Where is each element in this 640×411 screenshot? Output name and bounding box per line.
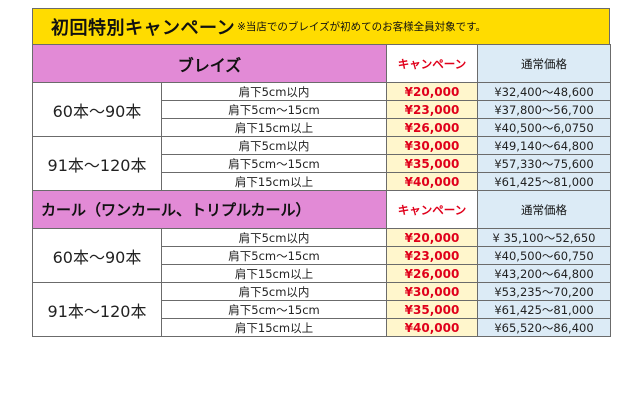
banner-title: 初回特別キャンペーン <box>51 17 236 39</box>
length-cell: 肩下15cm以上 <box>161 172 387 191</box>
section-name: カール（ワンカール、トリプルカール） <box>32 190 387 229</box>
campaign-column-header: キャンペーン <box>386 190 478 229</box>
campaign-price: ¥26,000 <box>386 264 478 283</box>
table-row: 肩下5cm〜15cm ¥23,000 ¥37,800〜56,700 <box>33 100 611 119</box>
campaign-price: ¥26,000 <box>386 118 478 137</box>
campaign-price: ¥23,000 <box>386 100 478 119</box>
regular-price: ¥53,235〜70,200 <box>477 282 611 301</box>
regular-price: ¥65,520〜86,400 <box>477 318 611 337</box>
regular-column-header: 通常価格 <box>477 190 611 229</box>
price-table: ブレイズ キャンペーン 通常価格 60本〜90本 肩下5cm以内 ¥20,000… <box>32 44 611 337</box>
table-row: 肩下15cm以上 ¥26,000 ¥43,200〜64,800 <box>33 264 611 283</box>
regular-price: ¥ 35,100〜52,650 <box>477 228 611 247</box>
regular-price: ¥57,330〜75,600 <box>477 154 611 173</box>
table-row: 肩下15cm以上 ¥40,000 ¥65,520〜86,400 <box>33 318 611 337</box>
table-row: 肩下5cm〜15cm ¥35,000 ¥61,425〜81,000 <box>33 300 611 319</box>
campaign-price: ¥20,000 <box>386 82 478 101</box>
section-header-braids: ブレイズ キャンペーン 通常価格 <box>32 44 611 83</box>
regular-price: ¥40,500〜6,0750 <box>477 118 611 137</box>
table-row: 60本〜90本 肩下5cm以内 ¥20,000 ¥ 35,100〜52,650 <box>32 228 611 283</box>
table-row: 60本〜90本 肩下5cm以内 ¥20,000 ¥32,400〜48,600 <box>32 82 611 137</box>
length-cell: 肩下5cm〜15cm <box>161 300 387 319</box>
regular-price: ¥40,500〜60,750 <box>477 246 611 265</box>
regular-price: ¥43,200〜64,800 <box>477 264 611 283</box>
length-cell: 肩下15cm以上 <box>161 118 387 137</box>
section-name: ブレイズ <box>32 44 387 83</box>
price-sheet: 初回特別キャンペーン ※当店でのブレイズが初めてのお客様全員対象です。 ブレイズ… <box>32 8 611 337</box>
campaign-price: ¥30,000 <box>386 136 478 155</box>
section-header-curl: カール（ワンカール、トリプルカール） キャンペーン 通常価格 <box>32 190 611 229</box>
table-row: 肩下15cm以上 ¥40,000 ¥61,425〜81,000 <box>33 172 611 191</box>
regular-column-header: 通常価格 <box>477 44 611 83</box>
table-row: 肩下15cm以上 ¥26,000 ¥40,500〜6,0750 <box>33 118 611 137</box>
regular-price: ¥32,400〜48,600 <box>477 82 611 101</box>
length-cell: 肩下15cm以上 <box>161 318 387 337</box>
campaign-price: ¥40,000 <box>386 318 478 337</box>
strand-count-group: 91本〜120本 <box>32 282 162 337</box>
banner-note: ※当店でのブレイズが初めてのお客様全員対象です。 <box>237 21 487 33</box>
length-cell: 肩下5cm〜15cm <box>161 246 387 265</box>
strand-count-group: 91本〜120本 <box>32 136 162 191</box>
campaign-price: ¥20,000 <box>386 228 478 247</box>
table-row: 肩下5cm〜15cm ¥23,000 ¥40,500〜60,750 <box>33 246 611 265</box>
length-cell: 肩下5cm〜15cm <box>161 154 387 173</box>
length-cell: 肩下5cm以内 <box>161 282 387 301</box>
strand-count-group: 60本〜90本 <box>32 82 162 137</box>
length-cell: 肩下5cm以内 <box>161 228 387 247</box>
campaign-price: ¥35,000 <box>386 300 478 319</box>
campaign-price: ¥30,000 <box>386 282 478 301</box>
campaign-price: ¥23,000 <box>386 246 478 265</box>
campaign-column-header: キャンペーン <box>386 44 478 83</box>
campaign-price: ¥35,000 <box>386 154 478 173</box>
table-row: 91本〜120本 肩下5cm以内 ¥30,000 ¥49,140〜64,800 <box>32 136 611 191</box>
strand-count-group: 60本〜90本 <box>32 228 162 283</box>
campaign-price: ¥40,000 <box>386 172 478 191</box>
regular-price: ¥37,800〜56,700 <box>477 100 611 119</box>
regular-price: ¥49,140〜64,800 <box>477 136 611 155</box>
length-cell: 肩下5cm〜15cm <box>161 100 387 119</box>
table-row: 91本〜120本 肩下5cm以内 ¥30,000 ¥53,235〜70,200 <box>32 282 611 337</box>
regular-price: ¥61,425〜81,000 <box>477 300 611 319</box>
length-cell: 肩下5cm以内 <box>161 82 387 101</box>
campaign-banner: 初回特別キャンペーン ※当店でのブレイズが初めてのお客様全員対象です。 <box>32 8 610 44</box>
regular-price: ¥61,425〜81,000 <box>477 172 611 191</box>
length-cell: 肩下15cm以上 <box>161 264 387 283</box>
length-cell: 肩下5cm以内 <box>161 136 387 155</box>
